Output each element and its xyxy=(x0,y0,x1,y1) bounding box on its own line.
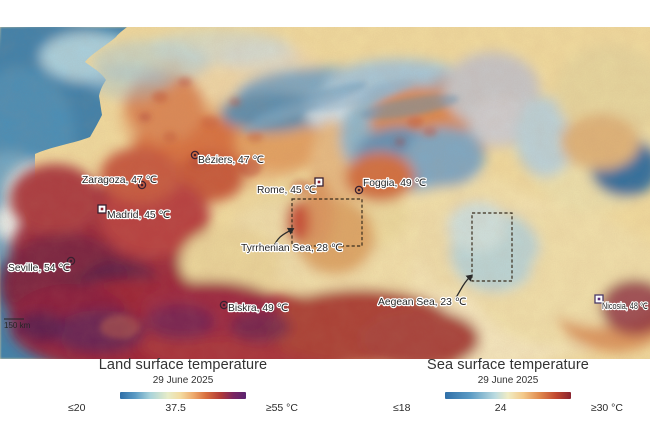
svg-text:Aegean Sea, 23 ℃: Aegean Sea, 23 ℃ xyxy=(378,297,466,308)
svg-text:Biskra, 49 ℃: Biskra, 49 ℃ xyxy=(228,303,288,314)
svg-text:150 km: 150 km xyxy=(4,321,31,330)
svg-text:Rome, 45 ℃: Rome, 45 ℃ xyxy=(257,185,316,196)
svg-text:Zaragoza, 47 ℃: Zaragoza, 47 ℃ xyxy=(82,175,157,186)
svg-text:Foggia, 49 ℃: Foggia, 49 ℃ xyxy=(363,178,426,189)
svg-text:Béziers, 47 ℃: Béziers, 47 ℃ xyxy=(198,155,264,166)
svg-text:Tyrrhenian Sea, 28 ℃: Tyrrhenian Sea, 28 ℃ xyxy=(241,243,342,254)
svg-text:Madrid, 45 ℃: Madrid, 45 ℃ xyxy=(107,210,170,221)
svg-text:Nicosia, 48 ℃: Nicosia, 48 ℃ xyxy=(602,301,648,311)
svg-text:Seville, 54 ℃: Seville, 54 ℃ xyxy=(8,263,70,274)
